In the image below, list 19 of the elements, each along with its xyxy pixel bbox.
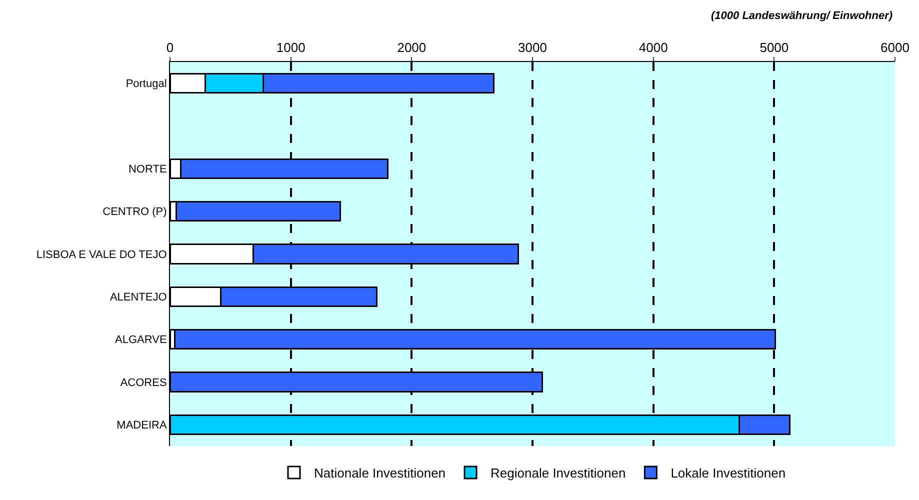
- y-tick-label: ALENTEJO: [110, 292, 168, 304]
- x-tick-label: 4000: [638, 40, 668, 55]
- legend-label: Regionale Investitionen: [490, 466, 626, 481]
- y-tick-label: NORTE: [128, 164, 167, 176]
- legend-label: Nationale Investitionen: [314, 466, 446, 481]
- x-tick-label: 1000: [276, 40, 306, 55]
- text: (1000 Landeswährung/ Einwohner): [711, 10, 893, 22]
- y-tick-label: LISBOA E VALE DO TEJO: [36, 248, 168, 261]
- y-tick-label: ACORES: [120, 376, 167, 389]
- y-tick-label: MADEIRA: [116, 420, 168, 432]
- x-tick-label: 0: [166, 40, 174, 55]
- x-tick-label: 6000: [880, 40, 910, 55]
- x-tick-label: 2000: [397, 40, 426, 55]
- y-tick-label: ALGARVE: [115, 334, 167, 346]
- y-tick-label: CENTRO (P): [102, 206, 167, 218]
- x-tick-label: 3000: [518, 40, 547, 55]
- x-tick-label: 5000: [760, 40, 789, 55]
- legend-label: Lokale Investitionen: [670, 466, 786, 481]
- y-tick-label: Portugal: [126, 78, 167, 90]
